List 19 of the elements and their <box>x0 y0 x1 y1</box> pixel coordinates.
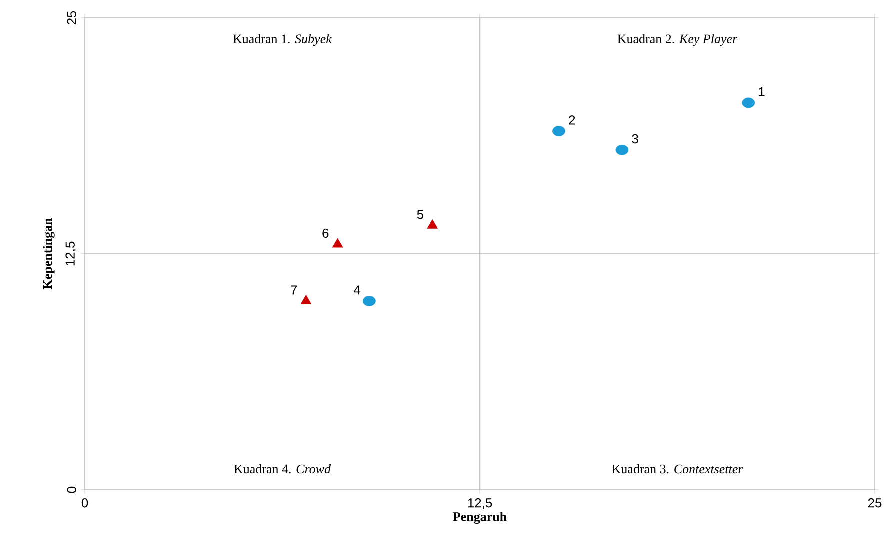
annotation: 6 <box>322 228 329 238</box>
y-tick-label: 0 <box>67 486 76 494</box>
y-tick-label: 25 <box>67 11 76 25</box>
annotation: 4 <box>354 286 360 295</box>
annotation: 1 <box>759 87 765 96</box>
y-tick-label: 12,5 <box>66 242 76 266</box>
annotation: 2 <box>569 116 576 125</box>
annotation: 5 <box>417 210 424 220</box>
annotation: Kuadran 4. Crowd <box>234 464 332 474</box>
annotation: Kuadran 1. Subyek <box>233 34 332 46</box>
x-tick-label: 12,5 <box>468 498 492 510</box>
x-tick-label: 25 <box>868 498 882 508</box>
annotation: Kuadran 3. Contextsetter <box>612 464 744 474</box>
y-axis-title: Kepentingan <box>42 218 55 290</box>
x-axis-title: Pengaruh <box>453 512 507 524</box>
annotation: 7 <box>291 286 298 295</box>
x-tick-label: 0 <box>82 498 88 508</box>
annotation: 3 <box>632 134 638 144</box>
annotation: Kuadran 2. Key Player <box>618 34 738 46</box>
